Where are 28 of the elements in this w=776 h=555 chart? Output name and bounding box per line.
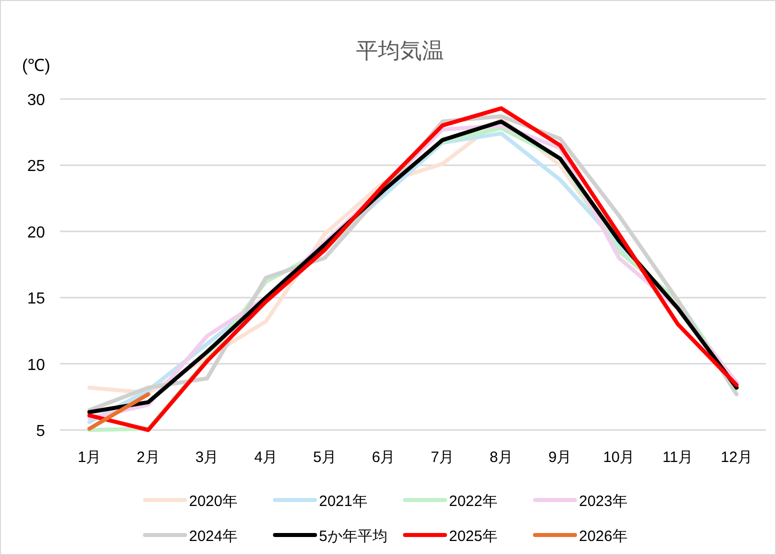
x-tick-label: 6月	[372, 449, 396, 466]
x-tick-label: 12月	[720, 449, 752, 466]
x-tick-label: 1月	[78, 449, 102, 466]
x-tick-label: 7月	[430, 449, 454, 466]
x-tick-label: 3月	[195, 449, 219, 466]
x-tick-label: 8月	[490, 449, 513, 466]
y-tick-label: 20	[27, 224, 46, 242]
x-tick-label: 5月	[313, 449, 336, 466]
x-tick-label: 10月	[603, 449, 635, 466]
legend-label: 2022年	[449, 493, 498, 510]
y-tick-label: 10	[27, 356, 46, 374]
y-axis-title: (℃)	[22, 56, 50, 75]
legend-label: 2020年	[189, 493, 238, 510]
legend-label: 2026年	[579, 528, 628, 545]
x-tick-label: 9月	[548, 449, 572, 466]
chart-title: 平均気温	[356, 38, 444, 63]
y-tick-label: 15	[27, 290, 46, 308]
legend-label: 2021年	[319, 493, 368, 510]
x-tick-label: 11月	[662, 449, 694, 466]
legend-label: 2025年	[449, 528, 498, 545]
x-tick-label: 2月	[136, 449, 160, 466]
y-tick-label: 25	[27, 158, 46, 176]
legend-label: 2023年	[579, 493, 628, 510]
legend-label: 5か年平均	[319, 528, 388, 545]
legend-label: 2024年	[189, 528, 238, 545]
y-tick-label: 30	[27, 92, 46, 109]
y-tick-label: 5	[36, 423, 46, 440]
x-tick-label: 4月	[254, 449, 278, 466]
